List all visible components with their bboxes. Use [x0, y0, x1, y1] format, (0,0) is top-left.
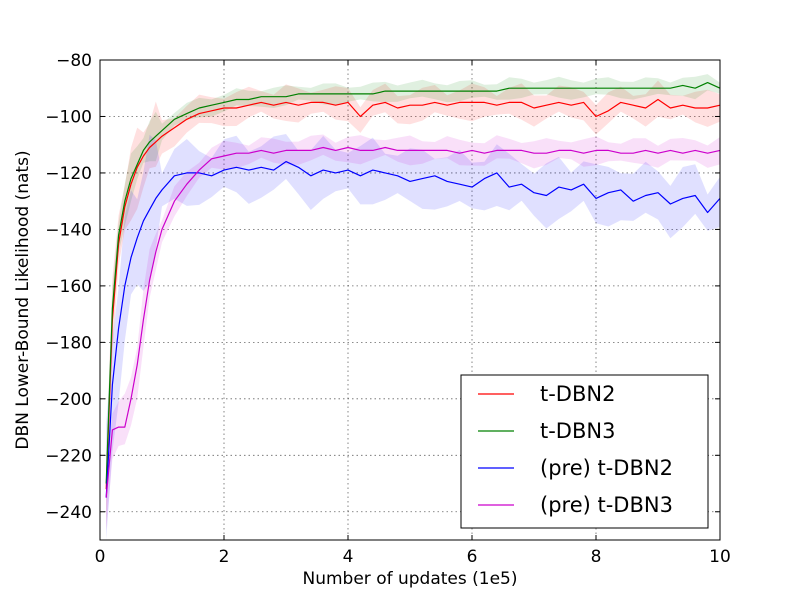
- x-tick-label: 10: [709, 547, 731, 567]
- line-pre-t-dbn2: [105, 161, 721, 498]
- legend-label-pre-t-dbn2: (pre) t-DBN2: [540, 456, 673, 480]
- x-axis-label: Number of updates (1e5): [303, 569, 518, 589]
- legend-label-pre-t-dbn3: (pre) t-DBN3: [540, 493, 673, 517]
- series-lines: [105, 81, 721, 498]
- legend-label-t-dbn2: t-DBN2: [540, 382, 615, 406]
- y-tick-label: −240: [45, 503, 92, 523]
- y-tick-label: −140: [45, 220, 92, 240]
- y-tick-label: −180: [45, 333, 92, 353]
- y-tick-label: −160: [45, 277, 92, 297]
- line-t-dbn3: [105, 81, 721, 484]
- x-tick-label: 2: [219, 547, 230, 567]
- y-tick-label: −200: [45, 390, 92, 410]
- legend-label-t-dbn3: t-DBN3: [540, 419, 615, 443]
- x-tick-label: 8: [591, 547, 602, 567]
- y-tick-label: −220: [45, 446, 92, 466]
- y-tick-label: −120: [45, 164, 92, 184]
- x-tick-label: 6: [467, 547, 478, 567]
- legend: t-DBN2 t-DBN3 (pre) t-DBN2 (pre) t-DBN3: [460, 374, 709, 529]
- y-axis-label: DBN Lower-Bound Likelihood (nats): [13, 150, 33, 449]
- y-tick-label: −80: [56, 51, 92, 71]
- x-tick-label: 0: [95, 547, 106, 567]
- y-tick-label: −100: [45, 107, 92, 127]
- x-tick-label: 4: [343, 547, 354, 567]
- plot-frame: [99, 59, 721, 541]
- line-t-dbn2: [105, 98, 721, 490]
- line-pre-t-dbn3: [105, 146, 721, 498]
- legend-box: [460, 374, 709, 529]
- band-pre-t-dbn2: [106, 134, 720, 540]
- axis-ticks: 0 2 4 6 8 10 −240 −220 −200 −180 −160 −140 −120 −100 −…: [45, 51, 731, 567]
